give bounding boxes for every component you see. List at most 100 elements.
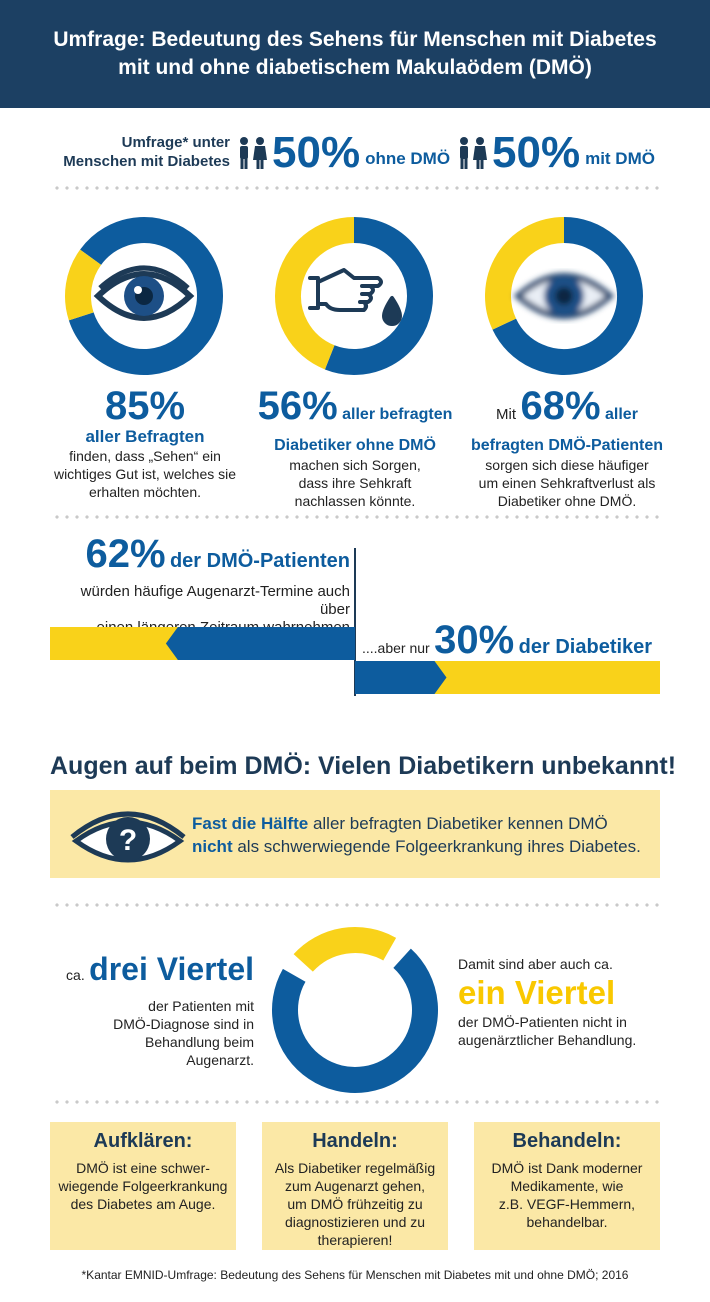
stat-68-line3: Diabetiker ohne DMÖ.	[497, 493, 637, 509]
box-handeln-line4: diagnostizieren und zu	[284, 1214, 426, 1230]
awareness-text: Fast die Hälfte aller befragten Diabetik…	[192, 812, 641, 858]
bar-62-blue	[165, 627, 355, 660]
box-handeln-line2: zum Augenarzt gehen,	[284, 1178, 426, 1194]
box-behandeln-line3: z.B. VEGF-Hemmern,	[498, 1196, 636, 1212]
dotted-divider	[52, 903, 660, 907]
compare-62: 62% der DMÖ-Patienten würden häufige Aug…	[60, 534, 350, 637]
treatment-right: Damit sind aber auch ca. ein Viertel der…	[458, 955, 678, 1049]
section-title: Augen auf beim DMÖ: Vielen Diabetikern u…	[50, 752, 677, 780]
donut-slice-0	[324, 217, 433, 375]
donut-slice-0	[492, 217, 643, 375]
stat-68: Mit 68% aller befragten DMÖ-Patienten so…	[462, 385, 672, 510]
treatment-left-line4: Augenarzt.	[186, 1052, 254, 1068]
box-behandeln-title: Behandeln:	[512, 1130, 622, 1152]
donut-segments	[272, 927, 438, 1093]
donut-slice-1	[65, 249, 102, 321]
treatment-right-line1: der DMÖ-Patienten nicht in	[458, 1014, 627, 1030]
treatment-left: ca. drei Viertel der Patienten mit DMÖ-D…	[50, 948, 254, 1069]
stat-85-line1: finden, dass „Sehen“ ein	[69, 448, 221, 464]
treatment-right-line2: augenärztlicher Behandlung.	[458, 1032, 637, 1048]
donut-chart-56	[275, 217, 433, 375]
stat-56-bold-b: Diabetiker ohne DMÖ	[274, 437, 436, 454]
blurred-eye-icon	[513, 273, 615, 319]
donut-chart-68	[485, 217, 643, 375]
stat-56: 56% aller befragten Diabetiker ohne DMÖ …	[250, 385, 460, 510]
header-title-line2: mit und ohne diabetischem Makulaödem (DM…	[118, 56, 592, 79]
box-handeln-line1: Als Diabetiker regelmäßig	[274, 1160, 436, 1176]
footnote: *Kantar EMNID-Umfrage: Bedeutung des Seh…	[81, 1268, 629, 1282]
people-icon	[460, 137, 487, 169]
eye-icon	[93, 265, 195, 321]
donut-slice-1	[293, 927, 397, 973]
box-behandeln-line4: behandelbar.	[526, 1214, 608, 1230]
awareness-rest2: als schwerwiegende Folgeerkrankung ihres…	[237, 837, 641, 856]
stat-68-bold-a: aller	[605, 406, 638, 423]
stat-85-pct: 85%	[104, 384, 186, 428]
treatment-left-line3: Behandlung beim	[145, 1034, 254, 1050]
question-eye-icon: ?	[70, 811, 186, 863]
donut-segments	[275, 217, 433, 375]
stat-68-pct: 68%	[520, 384, 601, 428]
stat-68-line1: sorgen sich diese häufiger	[485, 457, 649, 473]
treatment-right-intro: Damit sind aber auch ca.	[458, 956, 613, 972]
svg-text:?: ?	[119, 824, 137, 857]
header-title-line1: Umfrage: Bedeutung des Sehens für Mensch…	[53, 28, 657, 51]
dotted-divider	[52, 1100, 660, 1104]
stat-85: 85% aller Befragten finden, dass „Sehen“…	[40, 385, 250, 501]
stat-85-line2: wichtiges Gut ist, welches sie	[53, 466, 237, 482]
header-banner: Umfrage: Bedeutung des Sehens für Mensch…	[0, 0, 710, 108]
box-handeln-title: Handeln:	[312, 1130, 398, 1152]
awareness-bold1: Fast die Hälfte	[192, 814, 309, 833]
donut-slice-1	[485, 217, 565, 330]
survey-group-without: 50% ohne DMÖ	[236, 128, 450, 178]
dotted-divider	[52, 186, 660, 190]
compare-30-pct: 30%	[434, 618, 515, 662]
treatment-big-left: drei Viertel	[89, 951, 254, 987]
donut-slice-0	[68, 217, 223, 375]
donut-segments	[65, 217, 223, 375]
survey-label-line1: Umfrage* unter	[121, 134, 230, 151]
awareness-bold2: nicht	[192, 837, 233, 856]
center-axis-line	[354, 548, 356, 696]
survey-label-line2: Menschen mit Diabetes	[63, 153, 230, 170]
compare-62-line1: würden häufige Augenarzt-Termine auch üb…	[80, 583, 350, 618]
compare-30-prefix: ....aber nur	[362, 640, 430, 656]
donut-chart-85	[65, 217, 223, 375]
box-behandeln: Behandeln: DMÖ ist Dank moderner Medikam…	[474, 1122, 660, 1250]
treatment-left-line2: DMÖ-Diagnose sind in	[113, 1016, 254, 1032]
donut-slice-0	[272, 948, 438, 1093]
stat-56-line1: machen sich Sorgen,	[289, 457, 421, 473]
people-icon	[240, 137, 267, 169]
box-aufklaeren: Aufklären: DMÖ ist eine schwer- wiegende…	[50, 1122, 236, 1250]
box-behandeln-line2: Medikamente, wie	[510, 1178, 624, 1194]
box-handeln: Handeln: Als Diabetiker regelmäßig zum A…	[262, 1122, 448, 1250]
compare-bar-62	[50, 627, 355, 660]
stat-56-line3: nachlassen könnte.	[294, 493, 416, 509]
donut-chart-75	[272, 927, 438, 1093]
stat-68-bold-b: befragten DMÖ-Patienten	[470, 437, 663, 454]
treatment-ca-left: ca.	[66, 967, 85, 983]
box-aufklaeren-line1: DMÖ ist eine schwer-	[76, 1160, 210, 1176]
treatment-big-right: ein Viertel	[458, 974, 616, 1011]
bar-30-blue	[355, 661, 447, 694]
compare-30: ....aber nur 30% der Diabetiker	[362, 620, 652, 669]
stat-68-line2: um einen Sehkraftverlust als	[478, 475, 656, 491]
awareness-rest1: aller befragten Diabetiker kennen DMÖ	[312, 814, 608, 833]
finger-prick-icon	[308, 268, 402, 326]
stat-56-bold-a: aller befragten	[342, 406, 453, 423]
donut-slice-1	[275, 217, 355, 370]
box-behandeln-line1: DMÖ ist Dank moderner	[491, 1160, 643, 1176]
survey-group1-pct: 50%	[272, 128, 361, 177]
box-aufklaeren-line2: wiegende Folgeerkrankung	[58, 1178, 228, 1194]
donut-segments	[485, 217, 643, 375]
survey-label: Umfrage* unter Menschen mit Diabetes	[60, 133, 230, 171]
stat-68-prefix: Mit	[496, 406, 517, 423]
survey-group2-label: mit DMÖ	[585, 149, 655, 168]
box-aufklaeren-title: Aufklären:	[93, 1130, 193, 1152]
survey-group2-pct: 50%	[492, 128, 581, 177]
compare-30-label: der Diabetiker	[518, 636, 653, 658]
stat-56-line2: dass ihre Sehkraft	[298, 475, 412, 491]
stat-56-pct: 56%	[257, 384, 338, 428]
stat-85-bold: aller Befragten	[85, 427, 205, 446]
compare-62-label: der DMÖ-Patienten	[169, 550, 350, 572]
